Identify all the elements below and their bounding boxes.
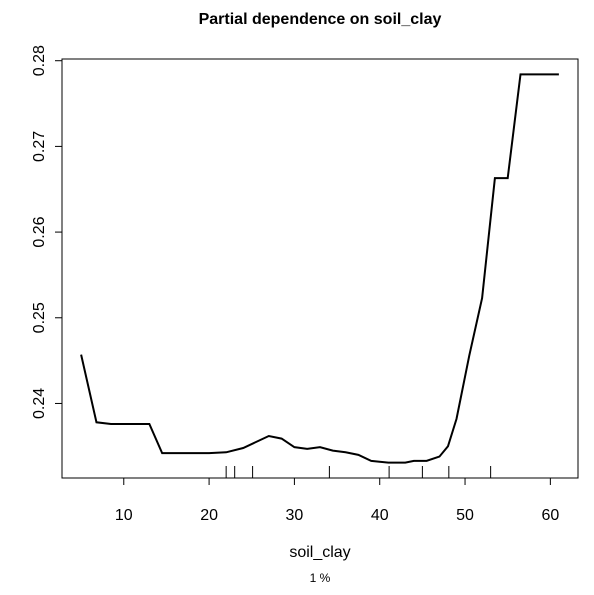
y-tick-label: 0.25 [31, 302, 48, 333]
y-tick-label: 0.28 [31, 45, 48, 76]
x-tick-label: 30 [286, 507, 304, 524]
x-tick-label: 60 [541, 507, 559, 524]
x-axis-label: soil_clay [289, 544, 350, 561]
x-tick-label: 50 [456, 507, 474, 524]
line [80, 73, 559, 464]
subtitle: 1 % [310, 571, 331, 585]
x-tick-label: 40 [371, 507, 389, 524]
y-tick-label: 0.27 [31, 131, 48, 162]
y-tick-label: 0.26 [31, 216, 48, 247]
y-tick-label: 0.24 [31, 388, 48, 419]
x-tick-label: 10 [115, 507, 133, 524]
plot-frame [61, 58, 579, 479]
x-tick-label: 20 [200, 507, 218, 524]
chart-title: Partial dependence on soil_clay [199, 11, 442, 28]
